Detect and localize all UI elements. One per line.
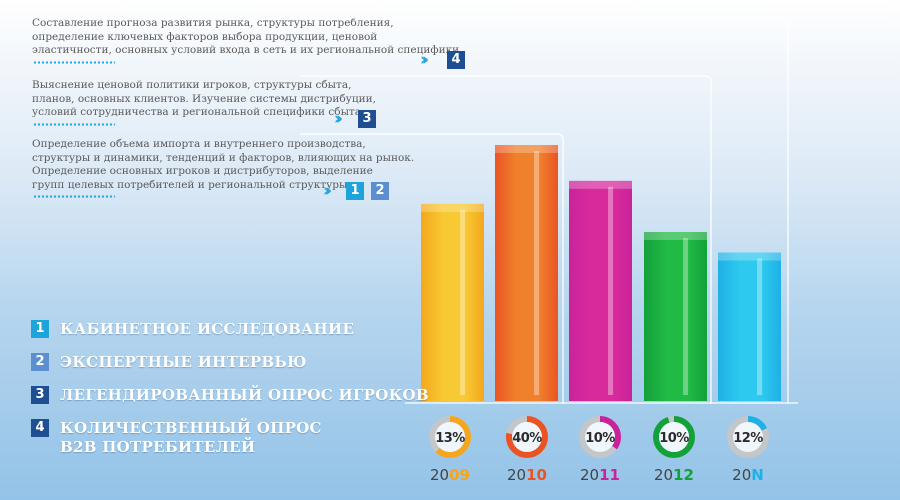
bar-gloss [534,151,540,395]
bar-gloss [757,258,763,395]
stage-description-3: Определение объема импорта и внутреннего… [32,138,414,192]
stage-bracket-line [300,75,712,404]
bar-top-shine [644,232,707,241]
ring-center [435,422,465,452]
ring-arc-2009 [429,416,471,458]
value-label-2010: 40% [512,431,542,446]
bar-top-shine [569,180,632,189]
bar-20N [718,252,781,401]
legend-item-4: 4 КОЛИЧЕСТВЕННЫЙ ОПРОС B2B ПОТРЕБИТЕЛЕЙ [31,419,360,457]
stage-marker-3: 3 [358,110,376,128]
value-label-2012: 10% [659,431,689,446]
dotted-separator [33,195,115,198]
bar-2012 [644,232,707,401]
bar-2011 [569,180,632,401]
stage-text-line: Составление прогноза развития рынка, стр… [32,17,394,29]
stage-description-2: Выяснение ценовой политики игроков, стру… [32,79,376,120]
ring-arc-2012 [653,416,695,458]
legend-item-1: 1 КАБИНЕТНОЕ ИССЛЕДОВАНИЕ [31,320,354,339]
stage-text-line: структуры и динамики, тенденций и фактор… [32,151,415,164]
stage-text-line: групп целевых потребителей и регионально… [32,178,351,191]
value-label-20N: 12% [733,431,763,446]
stage-text-line: определение ключевых факторов выбора про… [32,30,378,43]
year-label-2011: 2011 [580,466,620,484]
ring-arc-2010 [506,416,548,458]
legend-item-2: 2 ЭКСПЕРТНЫЕ ИНТЕРВЬЮ [31,353,307,372]
legend-number-badge: 4 [31,419,49,437]
legend-label: ЛЕГЕНДИРОВАННЫЙ ОПРОС ИГРОКОВ [60,386,429,404]
legend-label: КОЛИЧЕСТВЕННЫЙ ОПРОС B2B ПОТРЕБИТЕЛЕЙ [60,419,322,456]
legend-number-badge: 3 [31,386,49,404]
stage-text-line: Определение основных игроков и дистрибут… [32,165,373,177]
stage-bracket-line [300,133,564,404]
dotted-separator [33,61,115,64]
bar-2009 [421,203,484,401]
ring-center [659,422,689,452]
bar-gloss [460,209,466,395]
bar-2010 [495,145,558,401]
stage-text-line: условий сотрудничества и региональной сп… [32,106,365,118]
year-label-2010: 2010 [507,466,547,484]
legend-number-badge: 2 [31,353,49,371]
year-label-20N: 20N [732,466,764,484]
ring-center [512,422,542,452]
stage-bracket-line [300,17,789,404]
stage-marker-1: 1 [346,182,364,200]
legend-number-badge: 1 [31,320,49,338]
bar-gloss [608,186,614,395]
dotted-separator [33,123,115,126]
legend-item-3: 3 ЛЕГЕНДИРОВАННЫЙ ОПРОС ИГРОКОВ [31,386,429,405]
ring-arc-2011 [579,416,621,458]
legend-label: ЭКСПЕРТНЫЕ ИНТЕРВЬЮ [60,353,307,371]
stage-description-1: Составление прогноза развития рынка, стр… [32,17,463,58]
stage-marker-2: 2 [371,182,389,200]
stage-text-line: эластичности, основных условий входа в с… [32,44,463,56]
ring-arc-20N [727,416,769,458]
year-label-2012: 2012 [654,466,694,484]
ring-center [585,422,615,452]
bar-top-shine [421,203,484,212]
ring-center [733,422,763,452]
legend-label: КАБИНЕТНОЕ ИССЛЕДОВАНИЕ [60,320,355,338]
value-label-2009: 13% [435,431,465,446]
value-label-2011: 10% [585,431,615,446]
stage-text-line: планов, основных клиентов. Изучение сист… [32,92,376,105]
stage-text-line: Выяснение ценовой политики игроков, стру… [32,79,352,91]
bar-gloss [683,238,689,395]
stage-marker-4: 4 [447,51,465,69]
bar-top-shine [495,145,558,153]
year-label-2009: 2009 [430,466,470,484]
stage-text-line: Определение объема импорта и внутреннего… [32,138,366,150]
bar-top-shine [718,252,781,261]
